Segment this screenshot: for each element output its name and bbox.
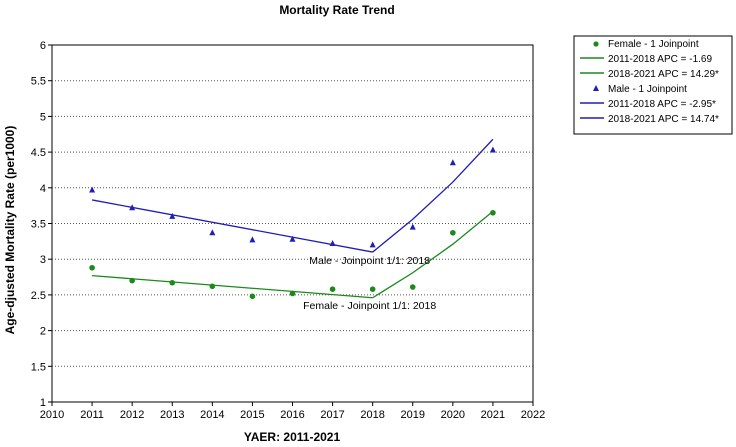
y-tick-label: 3.5 (31, 219, 46, 231)
female-point (409, 284, 416, 290)
x-tick-label: 2010 (40, 409, 64, 421)
x-axis-label: YAER: 2011-2021 (244, 430, 341, 444)
male-legend-marker (593, 85, 599, 91)
male-point (89, 186, 96, 193)
male-point (329, 239, 336, 246)
female-point (329, 286, 336, 292)
x-axis-ticks: 2010 2011 2012 2013 2014 2015 2016 2017 2018 2019… (40, 402, 545, 421)
female-fit-segment-1 (92, 274, 373, 299)
x-tick-label: 2012 (120, 409, 144, 421)
x-tick-label: 2022 (521, 409, 545, 421)
y-tick-label: 3 (40, 254, 46, 266)
x-tick-label: 2017 (320, 409, 344, 421)
x-tick-label: 2015 (240, 409, 264, 421)
female-fit-segment-2 (372, 210, 494, 299)
x-tick-label: 2016 (280, 409, 304, 421)
male-point (289, 235, 296, 242)
chart-title: Mortality Rate Trend (279, 3, 394, 17)
female-point (249, 293, 256, 300)
male-fit-segment-1 (91, 199, 373, 253)
y-tick-label: 4 (40, 183, 46, 195)
y-axis-ticks: 1 1.5 2 2.5 3 3.5 4 4.5 5 5.5 6 (31, 40, 52, 409)
male-point (489, 146, 496, 153)
female-legend-apc-2: 2018-2021 APC = 14.29* (608, 69, 719, 80)
male-point (449, 159, 456, 166)
male-legend-apc-1: 2011-2018 APC = -2.95* (608, 99, 716, 110)
x-tick-label: 2021 (481, 409, 505, 421)
y-tick-label: 1.5 (31, 361, 46, 373)
y-tick-label: 6 (40, 40, 46, 52)
female-point (169, 279, 176, 286)
male-fit-segment-2 (372, 138, 494, 253)
male-joinpoint-annotation: Male - Joinpoint 1/1: 2018 (309, 255, 430, 267)
x-tick-label: 2018 (360, 409, 384, 421)
female-point (129, 277, 135, 284)
y-tick-label: 2 (40, 326, 46, 338)
annotations: Female - Joinpoint 1/1: 2018 Male - Joinp… (303, 255, 436, 312)
y-tick-label: 5 (40, 111, 46, 123)
female-legend-label: Female - 1 Joinpoint (608, 39, 699, 50)
male-point (129, 204, 136, 211)
y-tick-label: 4.5 (31, 147, 46, 159)
male-point (409, 223, 416, 230)
female-point (209, 283, 216, 290)
y-tick-label: 5.5 (31, 76, 46, 88)
female-legend-apc-1: 2011-2018 APC = -1.69 (608, 54, 712, 65)
male-point (169, 212, 176, 219)
x-tick-label: 2011 (80, 409, 104, 421)
x-tick-label: 2019 (401, 409, 425, 421)
legend: Female - 1 Joinpoint 2011-2018 APC = -1.6… (573, 35, 733, 135)
female-point (490, 209, 496, 216)
female-point (289, 290, 296, 297)
female-joinpoint-annotation: Female - Joinpoint 1/1: 2018 (303, 300, 436, 312)
x-tick-label: 2014 (200, 409, 224, 421)
male-legend-label: Male - 1 Joinpoint (608, 84, 687, 95)
y-axis-label: Age-djusted Mortality Rate (per1000) (3, 126, 17, 335)
male-point (209, 229, 216, 236)
male-point (249, 236, 256, 243)
x-tick-label: 2013 (160, 409, 184, 421)
y-tick-label: 2.5 (31, 290, 46, 302)
female-point (89, 264, 95, 271)
x-tick-label: 2020 (441, 409, 465, 421)
y-tick-label: 1 (40, 397, 46, 409)
male-point (369, 241, 376, 248)
female-legend-marker (593, 41, 599, 47)
series-layer (89, 138, 496, 300)
female-point (450, 229, 456, 236)
male-legend-apc-2: 2018-2021 APC = 14.74* (608, 114, 719, 125)
female-point (369, 286, 376, 292)
